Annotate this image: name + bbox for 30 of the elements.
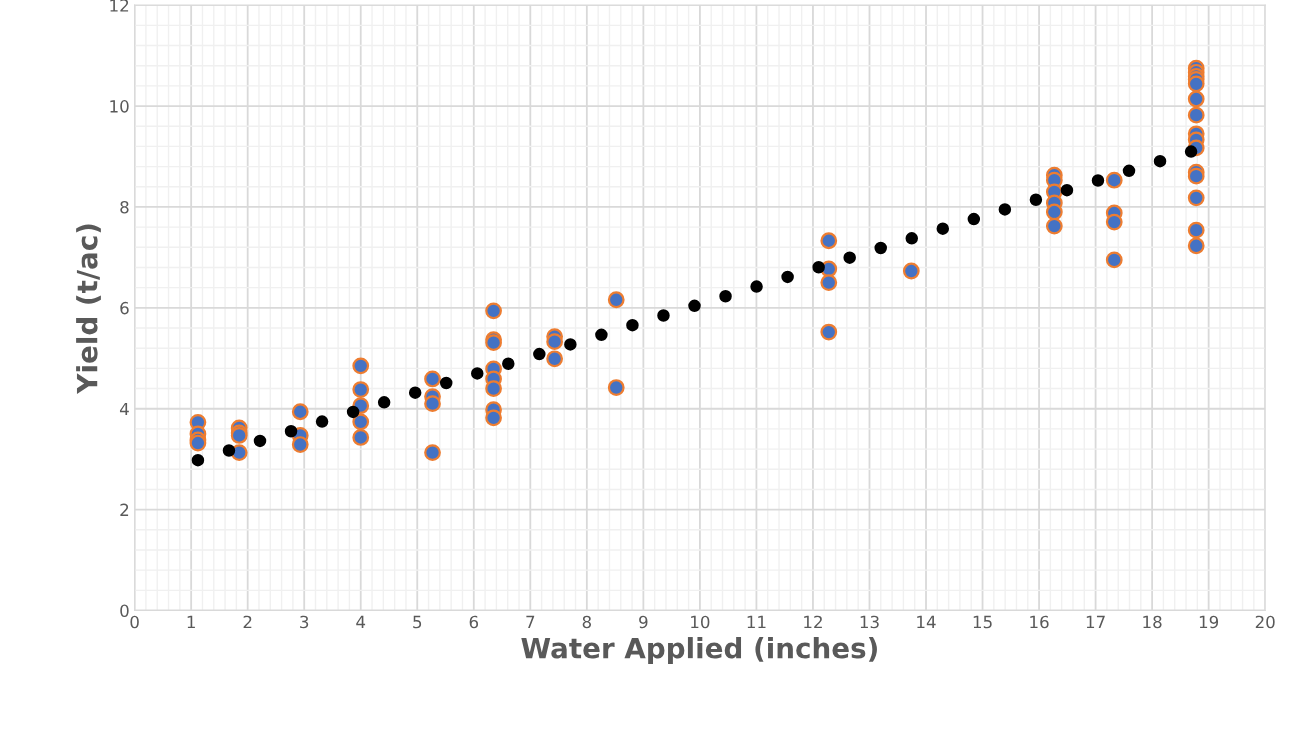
y-tick-label: 12 bbox=[110, 0, 129, 12]
y-tick-label: 6 bbox=[120, 301, 129, 315]
x-tick-label: 6 bbox=[469, 615, 479, 629]
x-tick-label: 2 bbox=[243, 615, 252, 629]
x-tick-label: 12 bbox=[804, 615, 822, 629]
x-tick-label: 20 bbox=[1255, 615, 1275, 629]
y-tick-label: 2 bbox=[120, 503, 129, 516]
x-axis-title: Water Applied (inches) bbox=[521, 637, 877, 664]
x-tick-label: 9 bbox=[639, 615, 648, 629]
x-tick-label: 15 bbox=[973, 615, 992, 629]
x-tick-label: 11 bbox=[747, 615, 766, 629]
x-tick-label: 13 bbox=[860, 615, 879, 629]
x-tick-label: 10 bbox=[691, 615, 710, 629]
y-tick-label: 8 bbox=[120, 200, 129, 214]
x-tick-label: 3 bbox=[300, 615, 309, 629]
x-tick-label: 7 bbox=[526, 615, 535, 629]
x-tick-label: 0 bbox=[130, 615, 139, 629]
y-tick-label: 10 bbox=[110, 100, 129, 113]
x-tick-label: 5 bbox=[413, 615, 422, 629]
x-tick-label: 19 bbox=[1199, 615, 1219, 629]
x-tick-label: 4 bbox=[356, 615, 366, 629]
x-tick-label: 18 bbox=[1143, 615, 1162, 629]
y-axis-title: Yield (t/ac) bbox=[76, 224, 101, 394]
x-tick-label: 8 bbox=[582, 615, 591, 629]
x-tick-label: 17 bbox=[1086, 615, 1105, 629]
x-tick-label: 14 bbox=[917, 615, 936, 629]
y-tick-label: 4 bbox=[119, 402, 129, 416]
y-tick-label: 0 bbox=[120, 604, 129, 618]
x-tick-label: 1 bbox=[187, 615, 195, 629]
x-tick-label: 16 bbox=[1030, 615, 1049, 629]
